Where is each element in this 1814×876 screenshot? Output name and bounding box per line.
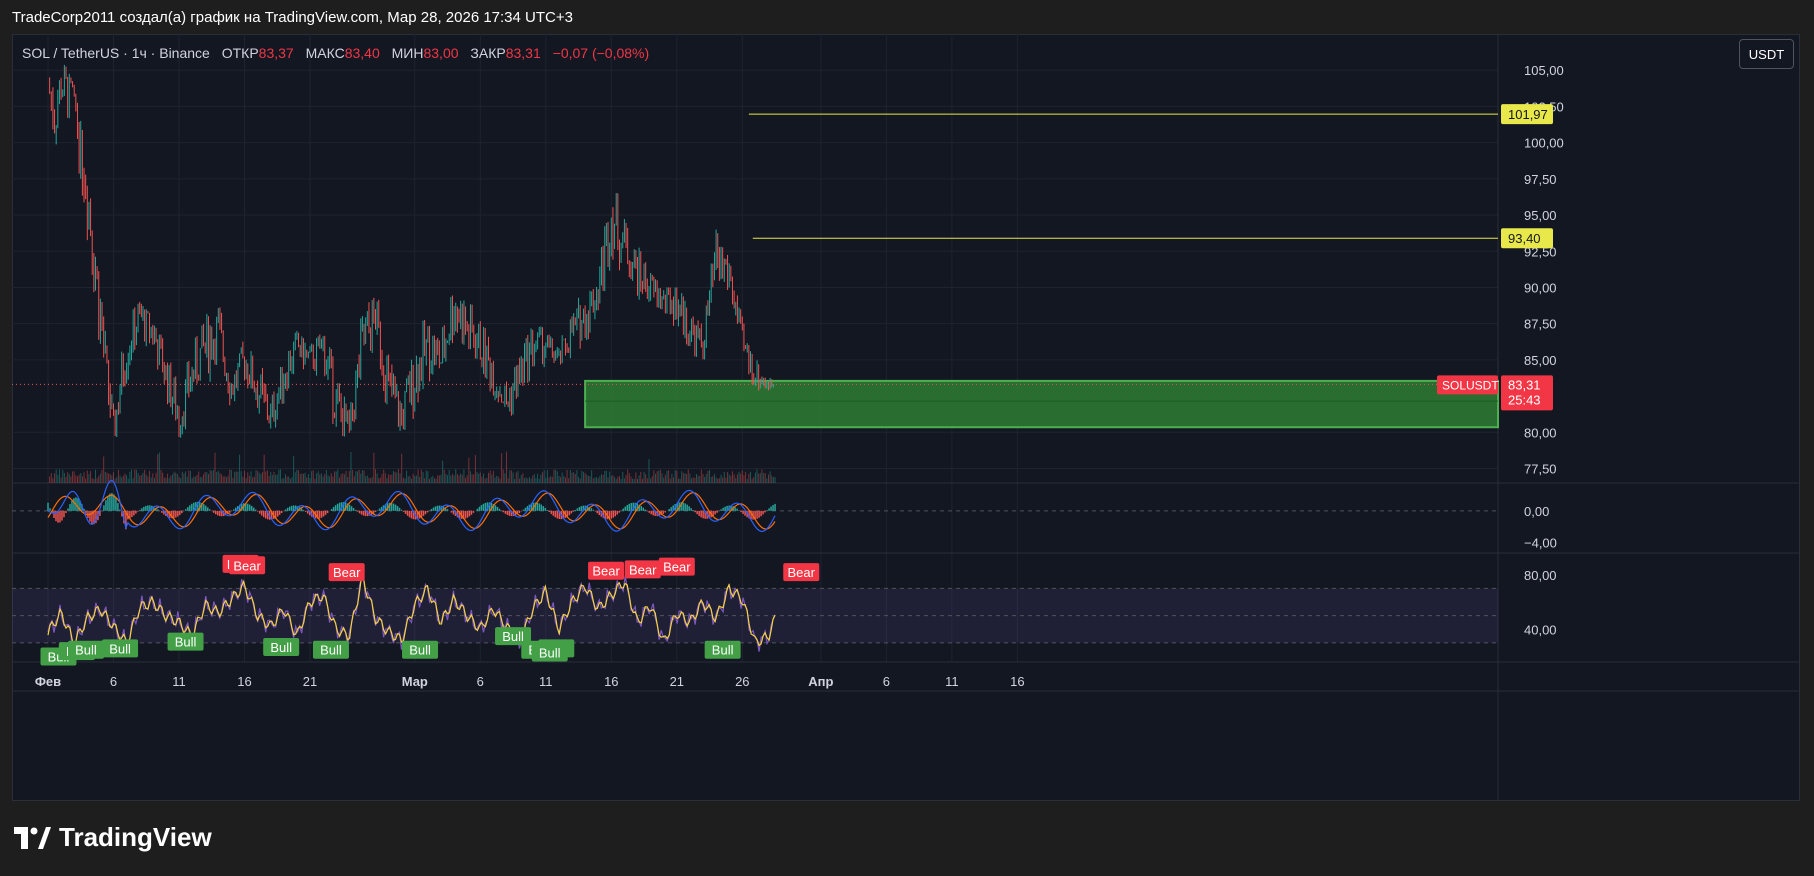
high-value: 83,40: [344, 45, 380, 61]
symbol-legend[interactable]: SOL / TetherUS · 1ч · Binance ОТКР83,37 …: [22, 45, 649, 61]
bull-signal-tag: [531, 643, 568, 662]
time-tick-label: 11: [539, 674, 553, 689]
last-price-tag: [1501, 375, 1553, 411]
bull-signal-tag: [263, 638, 300, 657]
high-label: МАКС: [305, 45, 345, 61]
level-price-label: 93,40: [1508, 231, 1541, 246]
time-tick-label: 6: [110, 674, 117, 689]
level-price-tag: [1501, 228, 1553, 249]
bull-signal-tag: [312, 640, 349, 659]
demand-zone: [584, 379, 1499, 429]
bear-signal-tag: [658, 557, 695, 576]
price-tick-label: 97,50: [1524, 172, 1557, 187]
rsi-band: [12, 588, 1498, 643]
level-price-tag: [1501, 104, 1553, 125]
bull-signal-tag: [67, 640, 104, 659]
low-value: 83,00: [423, 45, 459, 61]
time-tick-label: 21: [670, 674, 684, 689]
bull-signal-tag: [704, 640, 741, 659]
change-value: −0,07 (−0,08%): [552, 45, 650, 61]
macd-line: [47, 479, 776, 533]
rsi-line: [47, 575, 776, 652]
bull-signal-label: Bull: [502, 629, 524, 644]
time-tick-label: Мар: [402, 674, 428, 689]
price-tick-label: 77,50: [1524, 462, 1557, 477]
macd-tick-label: 0,00: [1524, 504, 1549, 519]
time-tick-label: Апр: [808, 674, 833, 689]
time-tick-label: 11: [172, 674, 186, 689]
bull-signal-label: Bull: [409, 643, 431, 658]
bull-signal-tag: [167, 632, 204, 651]
bear-signal-label: Bear: [629, 562, 657, 577]
time-tick-label: 11: [945, 674, 959, 689]
price-tick-label: 90,00: [1524, 280, 1557, 295]
price-tick-label: 80,00: [1524, 425, 1557, 440]
close-value: 83,31: [505, 45, 541, 61]
price-tick-label: 87,50: [1524, 317, 1557, 332]
price-chart[interactable]: 105,00102,50100,0097,5095,0092,5090,0087…: [12, 34, 1800, 801]
bar-countdown-label: 25:43: [1508, 392, 1541, 407]
time-tick-label: 16: [604, 674, 618, 689]
tradingview-logo-icon: [14, 826, 51, 849]
bull-signal-label: Bull: [320, 643, 342, 658]
time-tick-label: 16: [237, 674, 251, 689]
macd-tick-label: −4,00: [1524, 536, 1557, 551]
bear-signal-tag: [588, 561, 625, 580]
bear-signal-label: Bear: [333, 565, 361, 580]
bear-signal-label: Bear: [663, 560, 691, 575]
time-tick-label: 26: [735, 674, 749, 689]
rsi-tick-label: 80,00: [1524, 568, 1557, 583]
time-tick-label: 21: [303, 674, 317, 689]
bear-signal-tag: [328, 563, 365, 582]
bear-signal-label: Bear: [592, 564, 620, 579]
symbol-pair[interactable]: SOL / TetherUS · 1ч · Binance: [22, 45, 210, 61]
bull-signal-label: Bull: [539, 645, 561, 660]
bull-signal-tag: [495, 627, 532, 646]
bull-signal-label: Bull: [712, 643, 734, 658]
price-tick-label: 95,00: [1524, 208, 1557, 223]
bear-signal-label: Bear: [233, 558, 261, 573]
brand-watermark[interactable]: TradingView: [14, 822, 212, 853]
level-price-label: 101,97: [1508, 107, 1548, 122]
close-label: ЗАКР: [470, 45, 506, 61]
macd-signal-line: [47, 492, 776, 530]
bear-signal-tag: [229, 556, 266, 575]
bear-signal-tag: [624, 560, 661, 579]
price-tick-label: 105,00: [1524, 63, 1564, 78]
bear-signal-label: Bear: [788, 565, 816, 580]
time-tick-label: 16: [1010, 674, 1024, 689]
low-label: МИН: [391, 45, 424, 61]
bull-signal-label: Bull: [75, 643, 97, 658]
time-tick-label: 6: [477, 674, 484, 689]
brand-name: TradingView: [59, 822, 212, 852]
price-tick-label: 85,00: [1524, 353, 1557, 368]
time-tick-label: 6: [883, 674, 890, 689]
last-price-label: 83,31: [1508, 377, 1541, 392]
price-tick-label: 100,00: [1524, 136, 1564, 151]
bull-signal-tag: [402, 640, 439, 659]
bull-signal-label: Bull: [175, 635, 197, 650]
bull-signal-label: Bull: [270, 640, 292, 655]
rsi-tick-label: 40,00: [1524, 622, 1557, 637]
symbol-tag-label: SOLUSDT: [1442, 378, 1499, 392]
time-tick-label: Фев: [35, 674, 61, 689]
symbol-tag: [1437, 375, 1498, 395]
bear-signal-tag: [783, 563, 820, 582]
open-value: 83,37: [258, 45, 294, 61]
chart-attribution: TradeCorp2011 создал(а) график на Tradin…: [12, 9, 573, 26]
bull-signal-label: Bull: [109, 641, 131, 656]
open-label: ОТКР: [221, 45, 259, 61]
rsi-smoothed-line: [47, 574, 776, 648]
currency-button[interactable]: USDT: [1739, 39, 1794, 69]
bull-signal-tag: [102, 639, 139, 658]
